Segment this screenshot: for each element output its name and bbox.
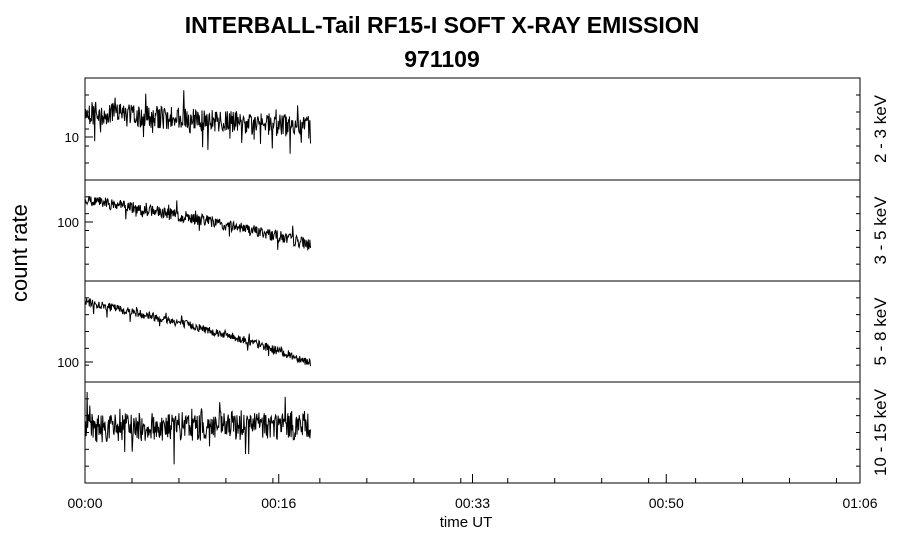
series-line-2 <box>84 195 311 251</box>
x-tick-label: 00:00 <box>67 495 102 511</box>
band-label-4: 10 - 15 keV <box>871 388 890 476</box>
band-label-3: 5 - 8 keV <box>871 297 890 366</box>
y-axis-label: count rate <box>7 204 32 302</box>
band-label-1: 2 - 3 keV <box>871 94 890 163</box>
x-tick-label: 01:06 <box>842 495 877 511</box>
panel-frame-4 <box>84 381 861 484</box>
y-tick-label-1: 10 <box>65 130 79 145</box>
panel-frame-2 <box>84 179 861 282</box>
chart-title: INTERBALL-Tail RF15-I SOFT X-RAY EMISSIO… <box>184 12 700 38</box>
chart-subtitle: 971109 <box>404 46 480 72</box>
series-line-3 <box>84 298 311 367</box>
panel-frame-3 <box>84 280 861 383</box>
y-tick-label-3: 100 <box>57 355 79 370</box>
x-tick-label: 00:16 <box>261 495 296 511</box>
series-line-4 <box>84 391 311 465</box>
series-line-1 <box>84 90 311 154</box>
y-tick-label-2: 100 <box>57 215 79 230</box>
band-label-2: 3 - 5 keV <box>871 196 890 265</box>
x-tick-label: 00:50 <box>649 495 684 511</box>
x-tick-label: 00:33 <box>455 495 490 511</box>
x-axis-label: time UT <box>439 514 493 531</box>
